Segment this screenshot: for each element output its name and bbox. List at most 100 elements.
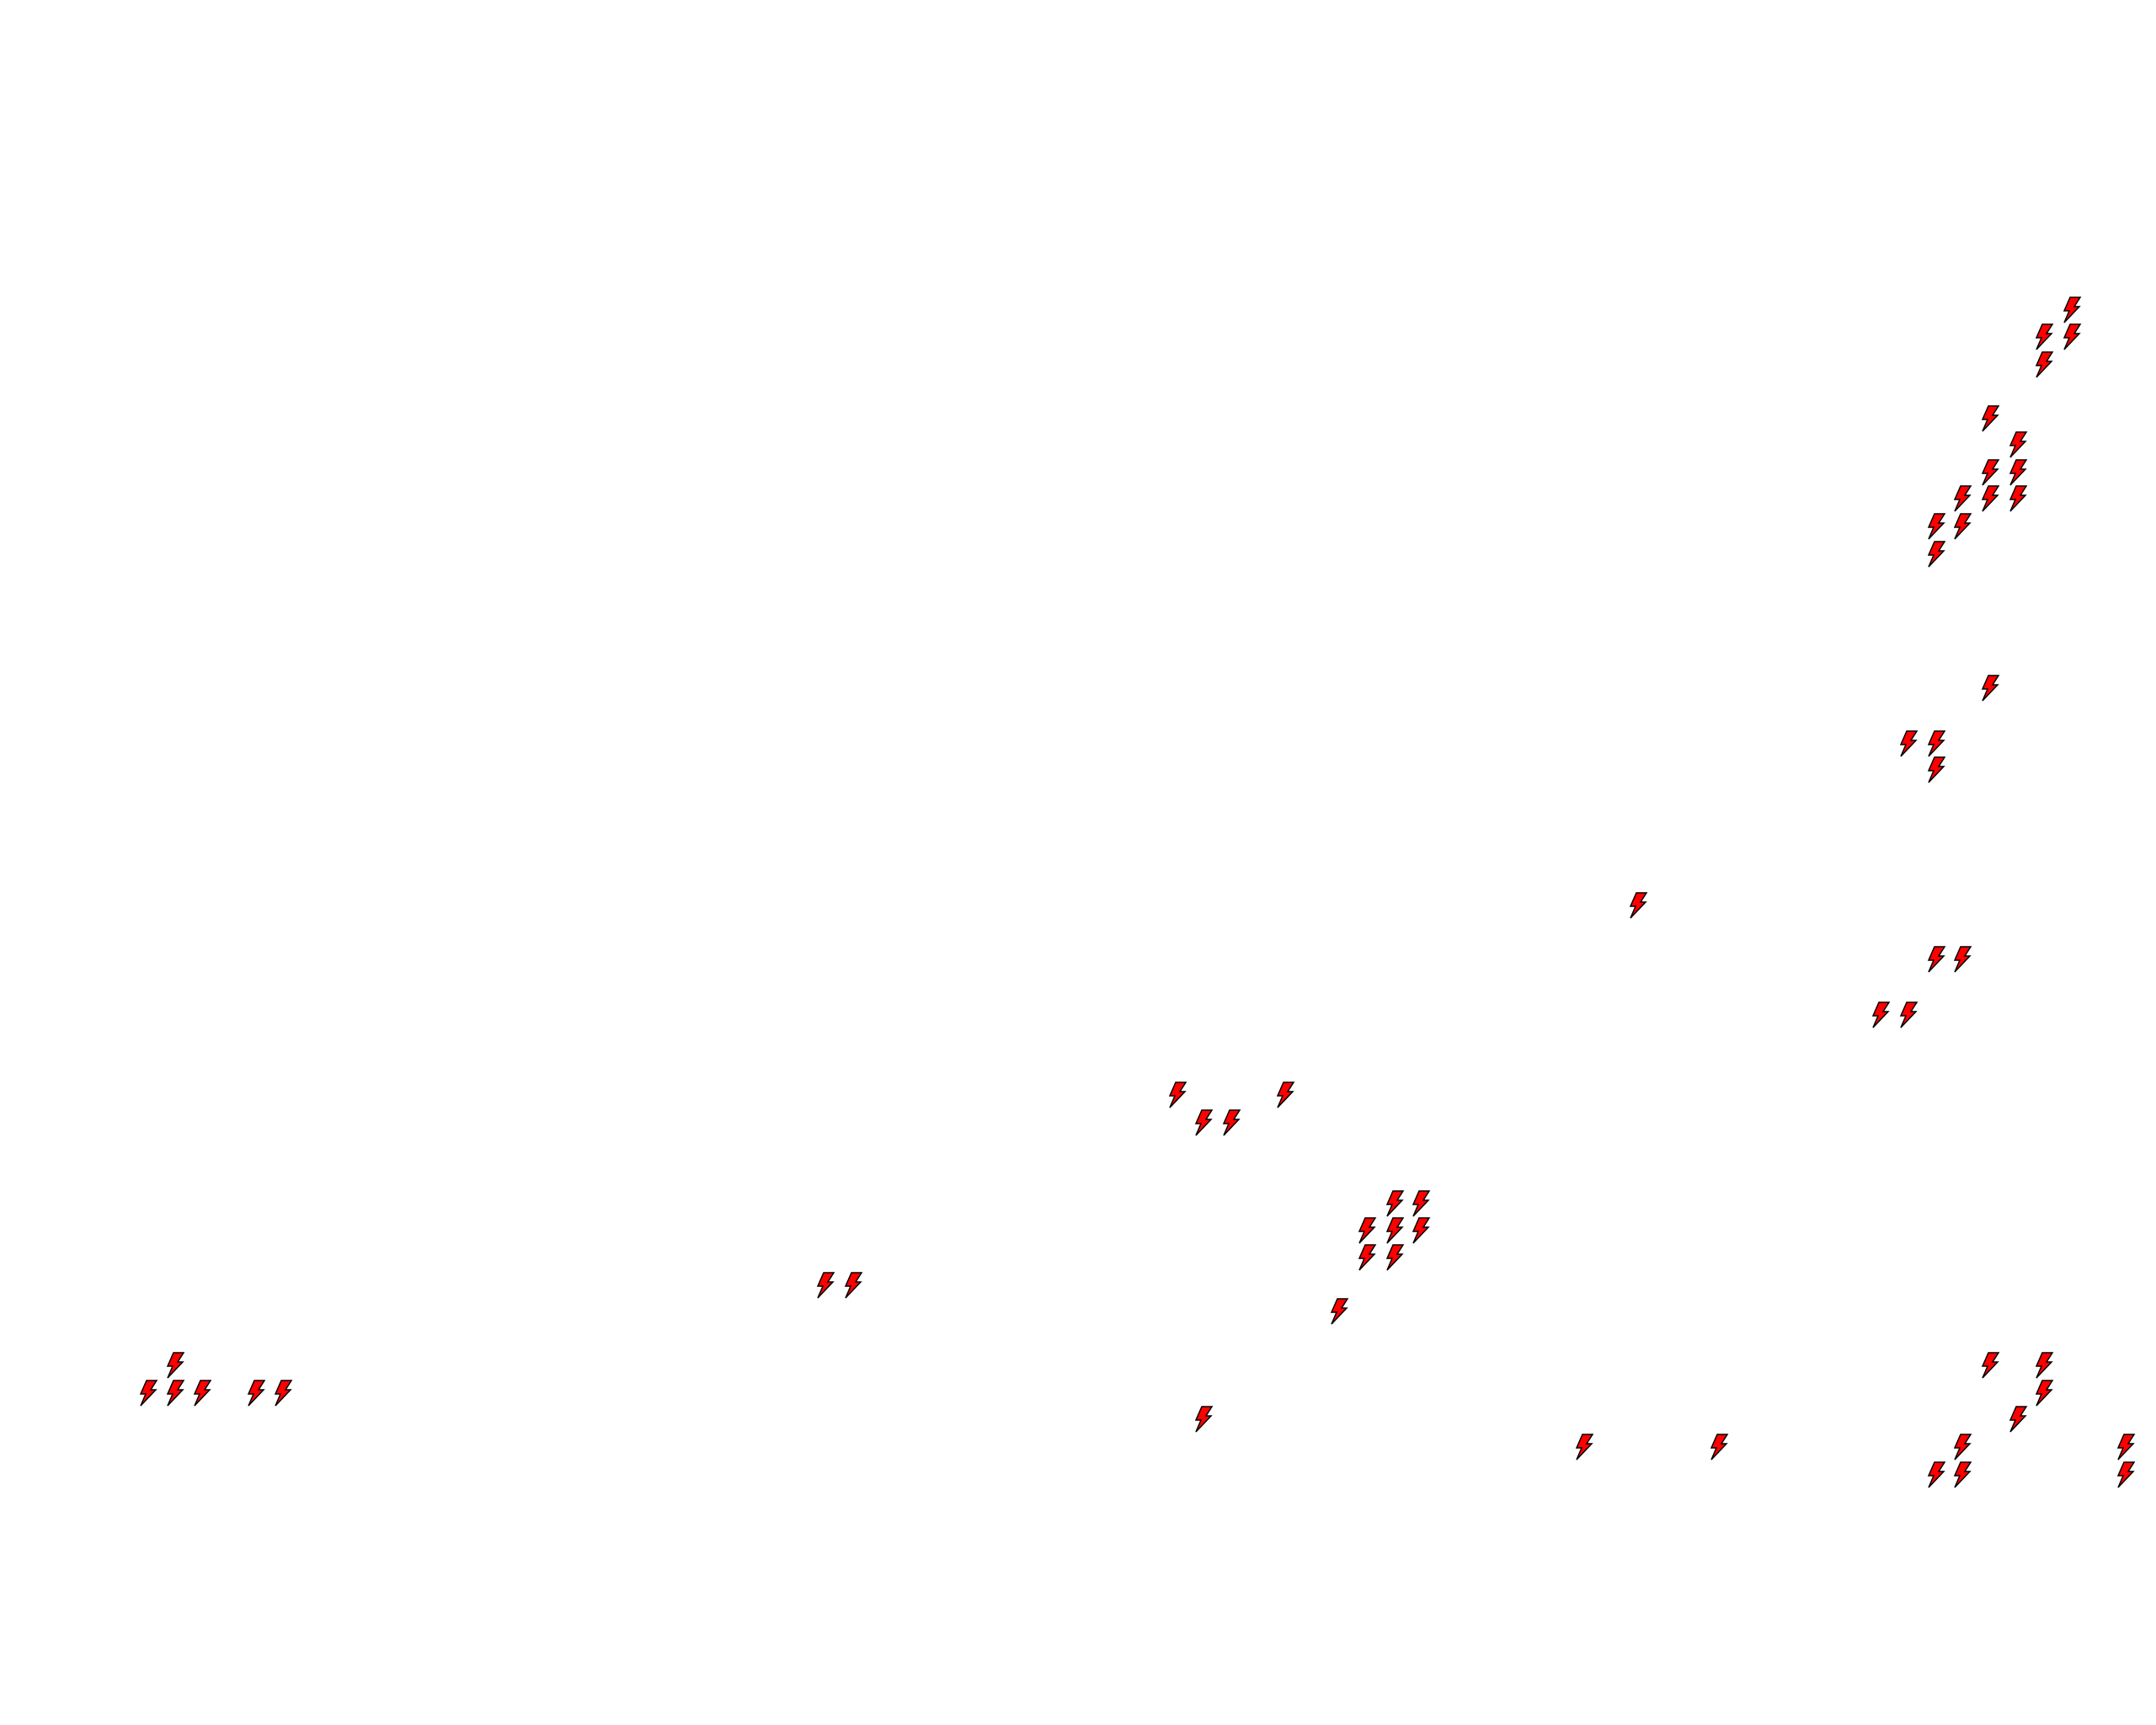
- lightning-bolt-icon: [2063, 296, 2082, 323]
- lightning-bolt-icon: [1900, 730, 1919, 757]
- lightning-bolt-icon: [1710, 1434, 1729, 1461]
- lightning-marker[interactable]: [2034, 1352, 2054, 1379]
- lightning-bolt-icon: [2035, 1352, 2054, 1379]
- lightning-marker[interactable]: [1926, 513, 1946, 540]
- lightning-marker[interactable]: [1329, 1298, 1349, 1325]
- lightning-marker[interactable]: [2062, 323, 2082, 350]
- lightning-marker[interactable]: [1952, 946, 1972, 973]
- lightning-bolt-icon: [1954, 1434, 1972, 1461]
- lightning-marker[interactable]: [165, 1380, 185, 1407]
- lightning-bolt-icon: [2035, 351, 2054, 378]
- lightning-marker[interactable]: [1167, 1081, 1187, 1108]
- lightning-marker[interactable]: [1193, 1108, 1214, 1136]
- lightning-bolt-icon: [844, 1272, 862, 1299]
- lightning-bolt-icon: [1927, 541, 1946, 568]
- lightning-marker[interactable]: [1952, 513, 1972, 540]
- lightning-marker[interactable]: [2008, 1406, 2028, 1433]
- lightning-bolt-icon: [1168, 1081, 1187, 1108]
- lightning-marker[interactable]: [1926, 541, 1946, 568]
- lightning-bolt-icon: [2116, 1461, 2136, 1488]
- lightning-marker[interactable]: [1385, 1216, 1405, 1244]
- lightning-marker[interactable]: [1926, 1461, 1946, 1488]
- lightning-marker[interactable]: [1898, 730, 1919, 757]
- lightning-marker[interactable]: [246, 1380, 266, 1407]
- lightning-bolt-icon: [1195, 1406, 1214, 1433]
- lightning-marker[interactable]: [1275, 1081, 1295, 1108]
- lightning-bolt-icon: [1927, 1461, 1946, 1488]
- lightning-marker[interactable]: [1385, 1244, 1405, 1271]
- lightning-marker[interactable]: [273, 1380, 293, 1407]
- lightning-bolt-icon: [1927, 513, 1946, 540]
- lightning-bolt-icon: [1358, 1216, 1377, 1244]
- lightning-bolt-icon: [2035, 323, 2054, 350]
- lightning-marker[interactable]: [1385, 1190, 1405, 1217]
- lightning-bolt-icon: [1412, 1190, 1431, 1217]
- lightning-bolt-icon: [1385, 1216, 1405, 1244]
- lightning-marker[interactable]: [815, 1272, 835, 1299]
- lightning-bolt-icon: [1276, 1081, 1295, 1108]
- lightning-bolt-icon: [167, 1352, 185, 1379]
- lightning-bolt-icon: [1358, 1244, 1377, 1271]
- lightning-bolt-icon: [1954, 485, 1972, 512]
- lightning-marker[interactable]: [1357, 1244, 1377, 1271]
- lightning-bolt-icon: [1954, 1461, 1972, 1488]
- lightning-bolt-icon: [1575, 1434, 1593, 1461]
- lightning-marker[interactable]: [1411, 1190, 1431, 1217]
- lightning-marker[interactable]: [2008, 459, 2028, 486]
- lightning-bolt-icon: [2063, 323, 2082, 350]
- lightning-marker[interactable]: [1898, 1001, 1919, 1028]
- lightning-bolt-icon: [2035, 1380, 2054, 1407]
- lightning-marker[interactable]: [1980, 459, 2000, 486]
- lightning-bolt-icon: [2009, 1406, 2028, 1433]
- lightning-bolt-icon: [1954, 946, 1972, 973]
- lightning-marker[interactable]: [1926, 730, 1946, 757]
- lightning-marker[interactable]: [1411, 1216, 1431, 1244]
- lightning-marker[interactable]: [1926, 756, 1946, 783]
- lightning-marker[interactable]: [1952, 1434, 1972, 1461]
- lightning-bolt-icon: [1981, 485, 2000, 512]
- lightning-bolt-icon: [1981, 1352, 2000, 1379]
- lightning-bolt-icon: [1330, 1298, 1349, 1325]
- lightning-marker[interactable]: [1980, 1352, 2000, 1379]
- lightning-marker[interactable]: [1221, 1108, 1241, 1136]
- lightning-bolt-icon: [247, 1380, 265, 1407]
- lightning-bolt-icon: [275, 1380, 293, 1407]
- lightning-marker[interactable]: [1193, 1406, 1214, 1433]
- lightning-marker[interactable]: [2034, 1380, 2054, 1407]
- lightning-marker[interactable]: [1574, 1434, 1594, 1461]
- lightning-bolt-icon: [2116, 1434, 2136, 1461]
- lightning-marker[interactable]: [138, 1380, 158, 1407]
- lightning-marker[interactable]: [1709, 1434, 1729, 1461]
- lightning-marker[interactable]: [2116, 1461, 2136, 1488]
- lightning-bolt-icon: [1629, 892, 1647, 919]
- lightning-marker[interactable]: [1926, 946, 1946, 973]
- lightning-marker[interactable]: [1628, 892, 1648, 919]
- lightning-marker[interactable]: [2062, 296, 2082, 323]
- lightning-marker[interactable]: [2034, 323, 2054, 350]
- lightning-marker[interactable]: [1980, 405, 2000, 432]
- lightning-marker[interactable]: [843, 1272, 863, 1299]
- lightning-bolt-icon: [1872, 1001, 1891, 1028]
- lightning-bolt-icon: [1981, 459, 2000, 486]
- lightning-bolt-icon: [1412, 1216, 1431, 1244]
- lightning-marker[interactable]: [2008, 431, 2028, 458]
- lightning-marker[interactable]: [192, 1380, 212, 1407]
- lightning-marker[interactable]: [1980, 675, 2000, 702]
- lightning-marker[interactable]: [1952, 485, 1972, 512]
- lightning-marker[interactable]: [2116, 1434, 2136, 1461]
- lightning-marker[interactable]: [1952, 1461, 1972, 1488]
- lightning-bolt-icon: [2009, 431, 2028, 458]
- lightning-marker[interactable]: [2008, 485, 2028, 512]
- lightning-bolt-icon: [139, 1380, 157, 1407]
- lightning-bolt-icon: [1900, 1001, 1919, 1028]
- lightning-bolt-icon: [1385, 1244, 1405, 1271]
- lightning-marker[interactable]: [1357, 1216, 1377, 1244]
- lightning-bolt-icon: [2009, 459, 2028, 486]
- lightning-marker[interactable]: [1870, 1001, 1891, 1028]
- lightning-marker[interactable]: [1980, 485, 2000, 512]
- lightning-bolt-icon: [1927, 946, 1946, 973]
- lightning-marker[interactable]: [165, 1352, 185, 1379]
- lightning-bolt-icon: [816, 1272, 835, 1299]
- lightning-marker[interactable]: [2034, 351, 2054, 378]
